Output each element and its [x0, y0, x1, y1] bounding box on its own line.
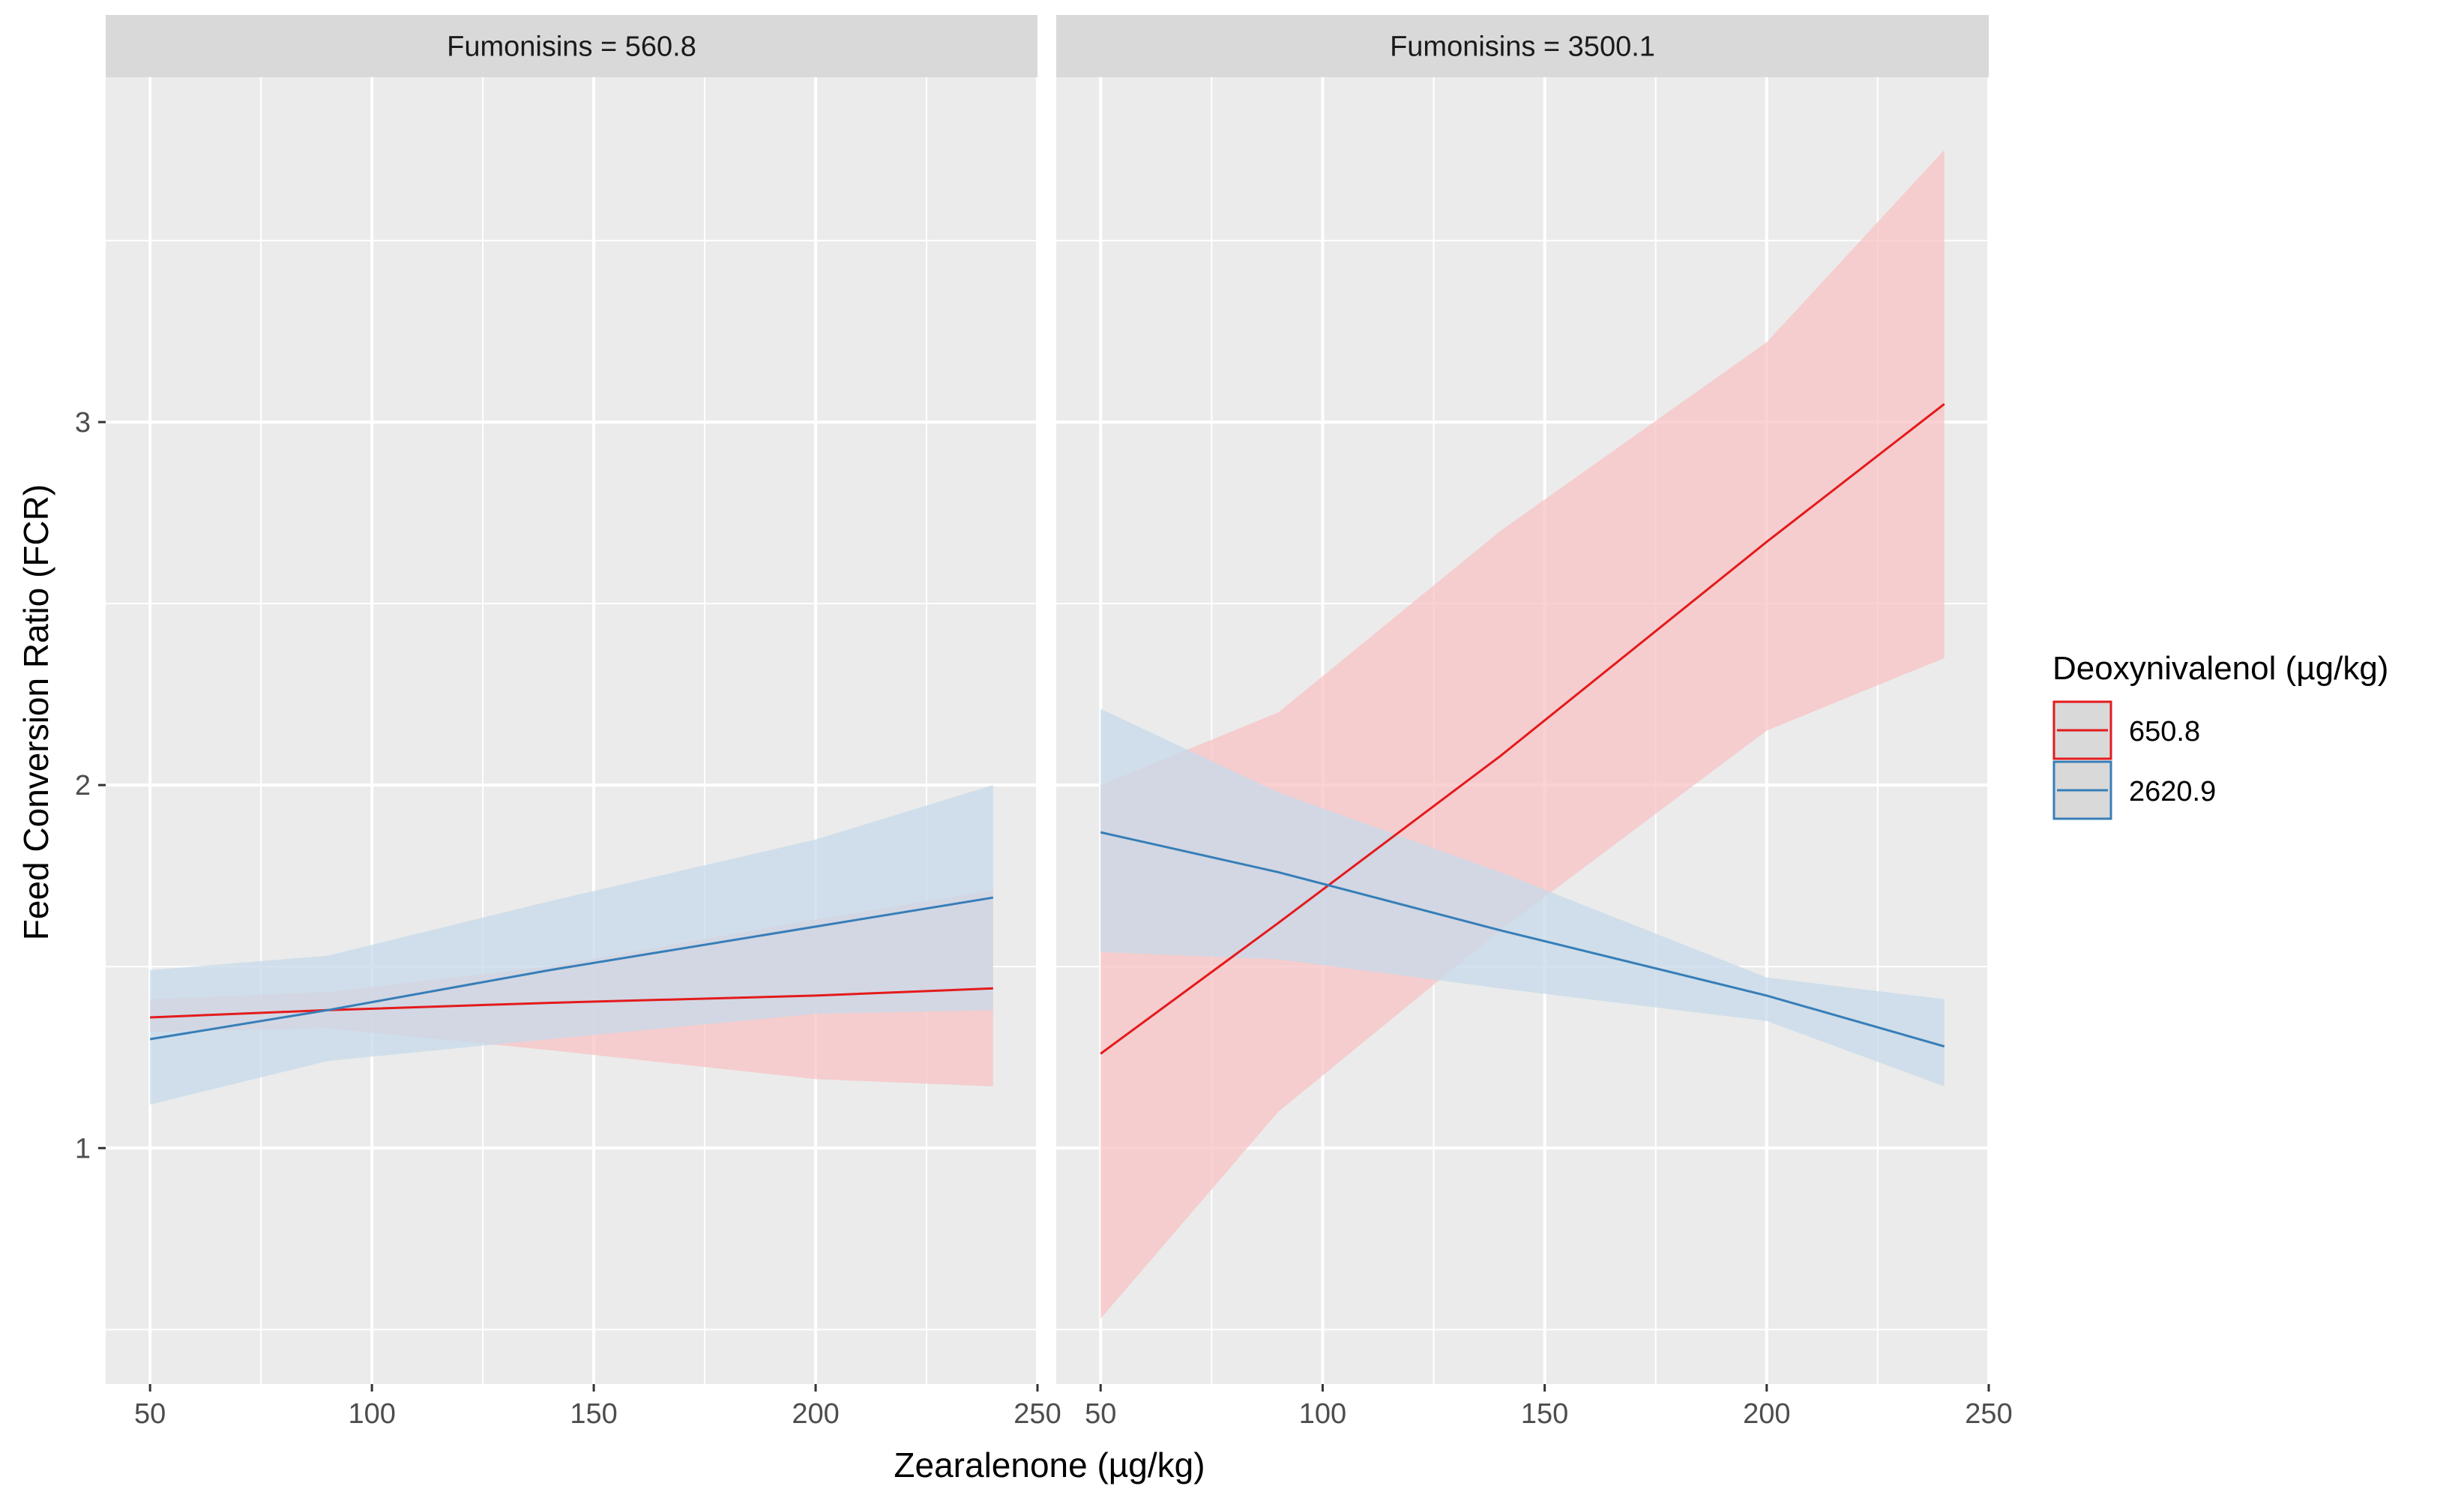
series-line-2620.9	[1100, 831, 1945, 1048]
panel-strip	[1056, 15, 1989, 77]
gridlines	[106, 77, 1039, 1384]
x-tick-label: 200	[1743, 1398, 1790, 1430]
series-line-650.8	[150, 987, 993, 1019]
y-tick-label: 2	[75, 770, 91, 801]
y-axis-title: Feed Conversion Ratio (FCR)	[16, 484, 55, 940]
series-line-650.8	[1100, 403, 1945, 1055]
legend-label: 650.8	[2129, 716, 2200, 748]
panel-2: Fumonisins = 3500.1 50 100 150 200 250	[1056, 15, 2013, 1430]
x-tick-label: 50	[134, 1398, 166, 1430]
confidence-band-2620.9	[150, 785, 993, 1105]
x-tick-label: 200	[792, 1398, 839, 1430]
legend-label: 2620.9	[2129, 776, 2216, 807]
legend-title: Deoxynivalenol (µg/kg)	[2052, 650, 2388, 687]
x-tick-label: 150	[570, 1398, 617, 1430]
y-axis: 1 2 3	[75, 407, 106, 1164]
x-tick-label: 100	[348, 1398, 395, 1430]
legend-item-2620.9: 2620.9	[2052, 760, 2216, 820]
series-line-2620.9	[149, 896, 994, 1041]
x-tick-label: 250	[1965, 1398, 2012, 1430]
confidence-band-2620.9	[1100, 709, 1945, 1086]
x-tick-label: 50	[1085, 1398, 1116, 1430]
legend-item-650.8: 650.8	[2052, 700, 2200, 760]
panel-strip	[106, 15, 1037, 77]
y-tick-label: 1	[75, 1133, 91, 1164]
x-axis: 50 100 150 200 250	[134, 1384, 1061, 1430]
legend: Deoxynivalenol (µg/kg) 650.8 2620.9	[2052, 650, 2388, 820]
panel-strip-label: Fumonisins = 3500.1	[1390, 31, 1655, 63]
legend-items: 650.8 2620.9	[2052, 700, 2216, 820]
chart-panels: Fumonisins = 560.850 100 150 200 250123Fumon…	[75, 15, 2013, 1430]
panel-background	[106, 77, 1037, 1384]
confidence-band-650.8	[1100, 149, 1945, 1319]
x-tick-label: 150	[1521, 1398, 1568, 1430]
panel-1: Fumonisins = 560.8 50 100 150 200 250 1 2 3	[75, 15, 1061, 1430]
panel-strip-label: Fumonisins = 560.8	[447, 31, 696, 63]
y-tick-label: 3	[75, 407, 91, 439]
x-axis-title: Zearalenone (µg/kg)	[894, 1446, 1205, 1485]
x-axis: 50 100 150 200 250	[1085, 1384, 2013, 1430]
x-tick-label: 100	[1299, 1398, 1346, 1430]
x-tick-label: 250	[1013, 1398, 1061, 1430]
